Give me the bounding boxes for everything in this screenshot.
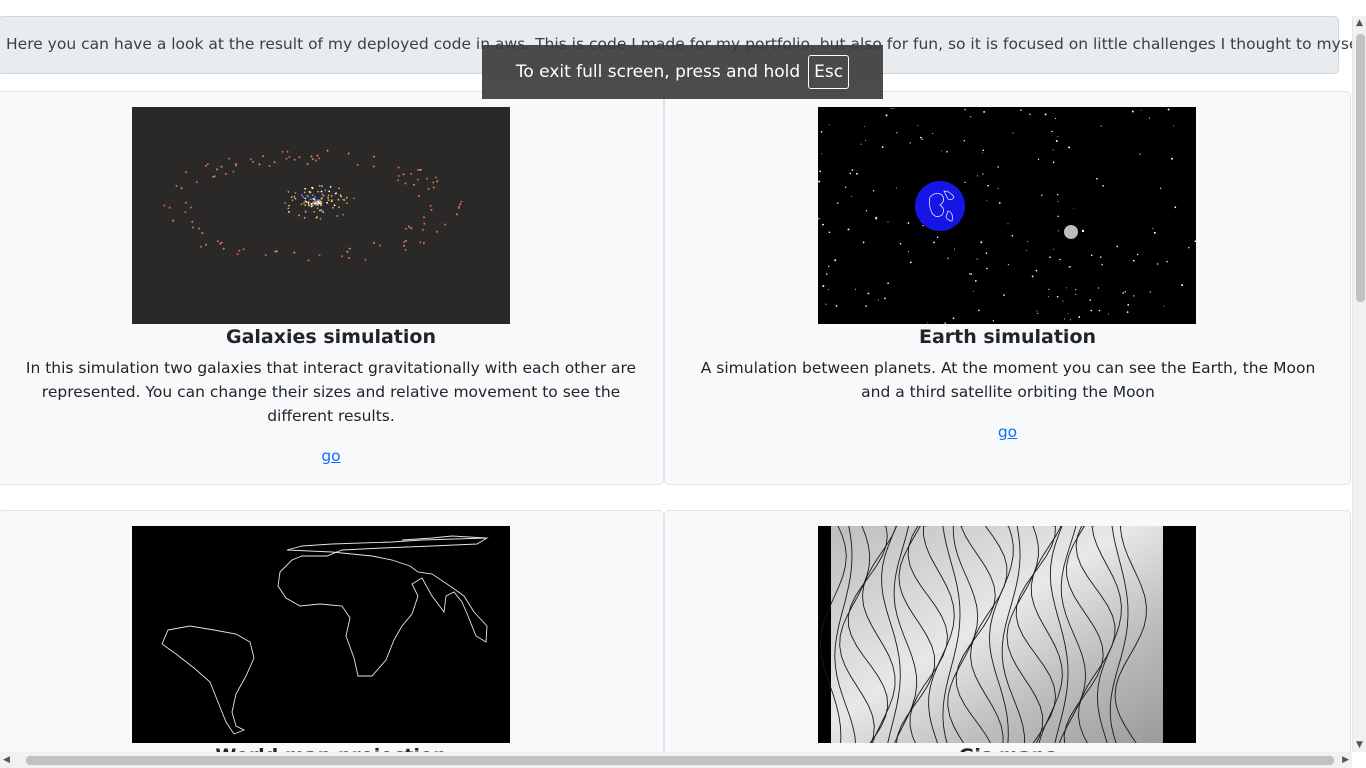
card-galaxies: Galaxies simulation In this simulation t…	[0, 91, 664, 485]
south-america-outline	[161, 625, 255, 735]
scroll-up-icon[interactable]: ▲	[1356, 18, 1363, 28]
vertical-scroll-thumb[interactable]	[1356, 34, 1365, 302]
top-spacer	[0, 0, 1352, 16]
go-link-earth[interactable]: go	[997, 423, 1018, 441]
moon	[1064, 225, 1078, 239]
esc-key-badge: Esc	[808, 55, 850, 89]
world-map-thumbnail[interactable]	[132, 526, 510, 743]
earth-thumbnail[interactable]	[818, 107, 1196, 324]
fullscreen-notice-text: To exit full screen, press and hold	[515, 62, 801, 82]
card-title-earth: Earth simulation	[918, 326, 1097, 348]
horizontal-scroll-thumb[interactable]	[26, 756, 1334, 765]
horizontal-scrollbar[interactable]: ◀ ▶	[0, 752, 1352, 768]
gis-map-thumbnail[interactable]	[818, 526, 1196, 743]
scroll-down-icon[interactable]: ▼	[1356, 740, 1363, 750]
card-gis-maps: Gis maps	[664, 510, 1351, 768]
scroll-left-icon[interactable]: ◀	[3, 755, 10, 765]
star-field	[818, 107, 1196, 324]
card-world-map: World map projection	[0, 510, 664, 768]
satellite	[1081, 229, 1085, 233]
card-earth: Earth simulation A simulation between pl…	[664, 91, 1351, 485]
card-desc-earth: A simulation between planets. At the mom…	[700, 359, 1316, 401]
card-title-galaxies: Galaxies simulation	[226, 326, 436, 348]
africa-eurasia-outline	[277, 537, 489, 677]
scroll-right-icon[interactable]: ▶	[1342, 755, 1349, 765]
go-link-galaxies[interactable]: go	[321, 447, 341, 465]
galaxies-thumbnail[interactable]	[132, 107, 510, 324]
card-desc-galaxies: In this simulation two galaxies that int…	[25, 359, 637, 425]
earth-planet	[915, 181, 965, 231]
earth-continents	[928, 190, 955, 222]
intro-text: Here you can have a look at the result o…	[6, 35, 1366, 53]
contour-lines	[820, 526, 1147, 743]
galaxy-particles	[163, 149, 463, 262]
fullscreen-exit-notice: To exit full screen, press and hold Esc	[482, 45, 883, 99]
vertical-scrollbar[interactable]: ▲ ▼	[1352, 16, 1366, 752]
arctic-coast-outline	[401, 535, 487, 541]
